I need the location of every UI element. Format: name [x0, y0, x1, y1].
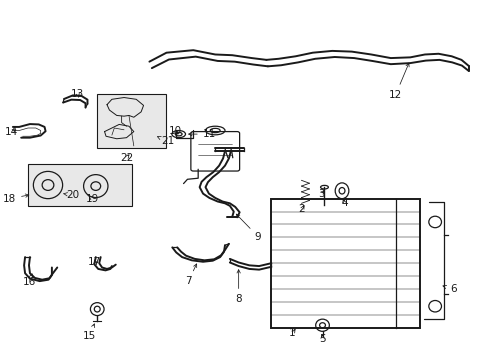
Text: 20: 20 [63, 190, 79, 200]
Text: 12: 12 [388, 63, 408, 100]
Text: 19: 19 [85, 194, 99, 204]
Text: 9: 9 [236, 214, 261, 242]
Text: 10: 10 [168, 126, 182, 135]
Text: 6: 6 [442, 284, 456, 294]
Text: 22: 22 [120, 153, 133, 163]
Bar [97, 94, 165, 148]
Bar [27, 163, 132, 206]
Text: 18: 18 [3, 194, 29, 204]
Text: 14: 14 [5, 127, 18, 136]
Text: 5: 5 [319, 333, 325, 343]
Text: 16: 16 [22, 274, 36, 287]
Text: 21: 21 [157, 136, 174, 146]
Text: 3: 3 [318, 189, 324, 199]
Text: 13: 13 [71, 89, 84, 99]
Text: 4: 4 [341, 198, 347, 208]
Text: 1: 1 [288, 328, 295, 338]
Text: 8: 8 [235, 270, 242, 304]
Bar [271, 199, 419, 328]
Text: 17: 17 [87, 257, 101, 267]
Text: 2: 2 [298, 204, 305, 215]
Text: 15: 15 [82, 324, 96, 341]
Text: 11: 11 [188, 129, 216, 139]
Text: 7: 7 [185, 264, 196, 286]
